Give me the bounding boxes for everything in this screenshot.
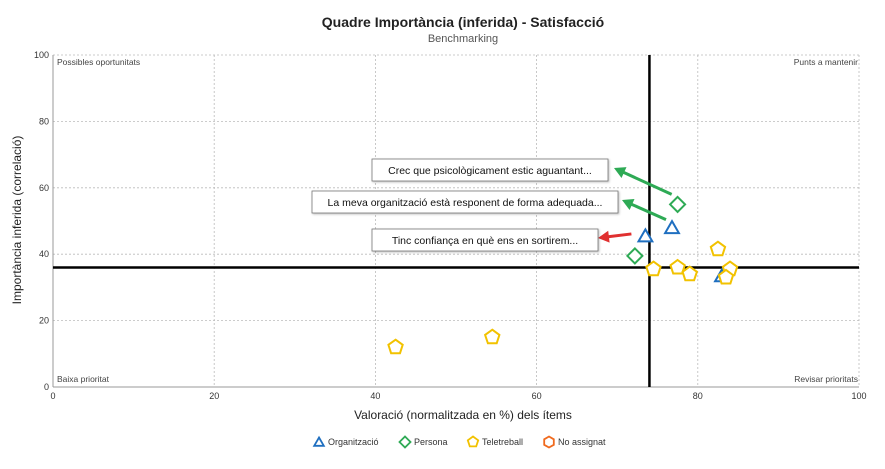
legend-item[interactable]: Persona [398,435,448,449]
y-tick-label: 40 [39,249,49,259]
x-tick-label: 0 [50,391,55,401]
quadrant-label-top-right: Punts a mantenir [794,57,858,67]
data-point-pentagon [387,338,404,355]
data-point-pentagon [669,258,686,275]
legend-marker-hexagon [543,435,555,449]
legend-item[interactable]: No assignat [543,435,606,449]
data-point-pentagon [483,328,501,345]
callout-2: La meva organització està responent de f… [311,190,619,214]
quadrant-label-bottom-right: Revisar prioritats [794,374,858,384]
y-tick-label: 0 [44,382,49,392]
callout-1: Crec que psicològicament estic aguantant… [371,158,609,182]
callout-3: Tinc confiança en què ens en sortirem... [371,228,599,252]
y-tick-label: 100 [34,50,49,60]
x-axis-title: Valoració (normalitzada en %) dels ítems [354,408,572,422]
axis-ticks: 0 20 40 60 80 100 0 20 40 60 80 100 [34,50,867,401]
callout-text: Tinc confiança en què ens en sortirem... [392,235,578,247]
callout-box [371,228,599,252]
quadrant-label-bottom-left: Baixa prioritat [57,374,110,384]
grid [52,54,860,388]
callout-text: Crec que psicològicament estic aguantant… [388,165,592,177]
callout-arrow-line [621,170,673,196]
callout-arrow-line [629,202,667,222]
data-point-triangle [663,219,681,235]
legend-label: No assignat [558,437,606,447]
callout-arrow-head [614,167,627,178]
reference-lines [53,55,859,387]
y-tick-label: 60 [39,183,49,193]
data-point-pentagon [681,265,699,282]
x-tick-label: 60 [532,391,542,401]
legend-label: Organització [328,437,379,447]
data-point-diamond [625,246,644,265]
legend-item[interactable]: Organització [312,435,379,447]
legend-marker-diamond [398,435,412,449]
data-points [387,195,739,355]
y-tick-label: 80 [39,116,49,126]
legend-marker-triangle [312,435,326,447]
x-tick-label: 40 [370,391,380,401]
data-point-pentagon [709,240,727,257]
quadrant-label-top-left: Possibles oportunitats [57,57,140,67]
callout-text: La meva organització està responent de f… [328,197,603,209]
legend-item[interactable]: Teletreball [466,435,523,448]
x-tick-label: 100 [851,391,866,401]
callout-arrows [598,167,673,243]
callout-box [311,190,619,214]
x-tick-label: 20 [209,391,219,401]
callout-box [371,158,609,182]
data-point-diamond [668,195,687,214]
y-tick-label: 20 [39,316,49,326]
callout-arrow-line [605,232,632,239]
callout-arrow-head [622,199,635,210]
x-tick-label: 80 [693,391,703,401]
data-point-pentagon [717,268,735,285]
y-axis-title: Importància inferida (correlació) [10,136,24,305]
legend-marker-pentagon [466,435,480,448]
legend-label: Persona [414,437,448,447]
chart-title: Quadre Importància (inferida) - Satisfac… [322,14,604,30]
data-point-triangle [636,227,655,243]
chart-subtitle: Benchmarking [428,33,498,45]
legend: Organització Persona Teletreball No assigna… [312,435,606,449]
callout-arrow-head [598,230,610,243]
legend-label: Teletreball [482,437,523,447]
data-point-pentagon [645,260,662,277]
